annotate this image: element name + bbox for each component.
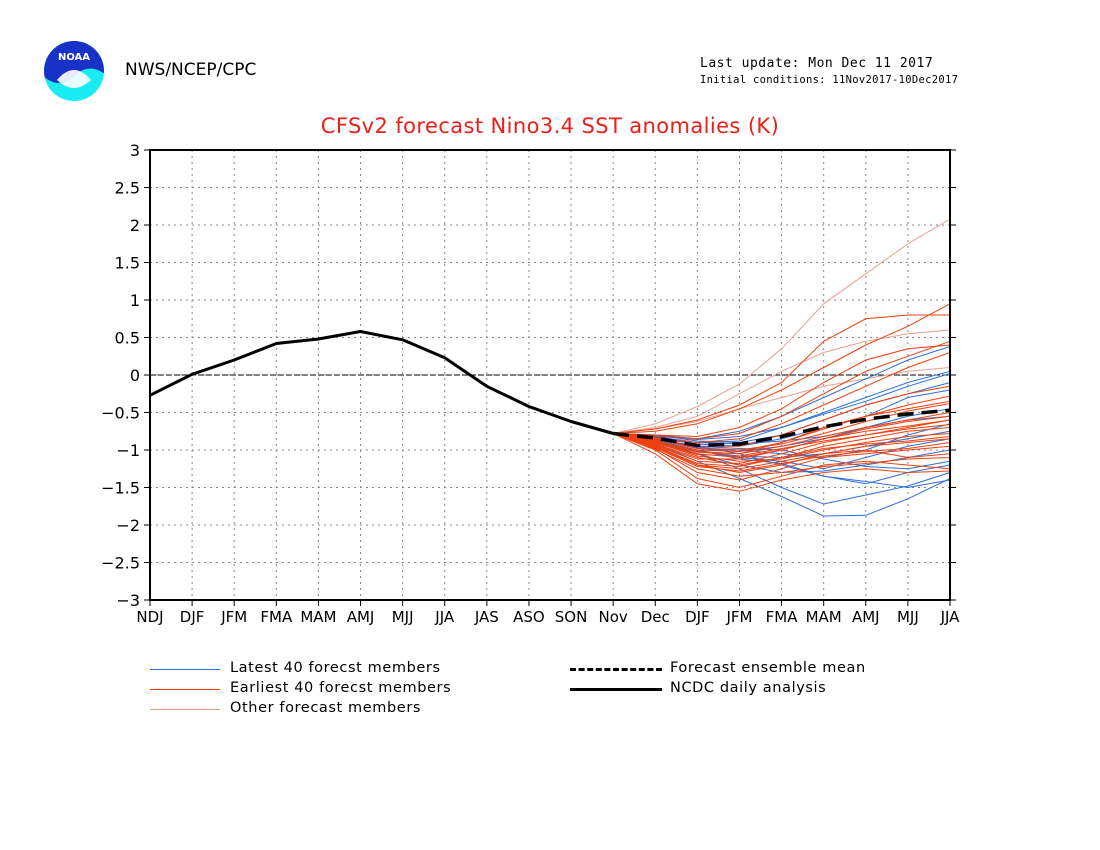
- logo-text: NOAA: [58, 52, 90, 63]
- x-tick-label: DJF: [685, 608, 710, 626]
- ensemble-member-line: [613, 433, 951, 472]
- ensemble-member-line: [613, 433, 951, 468]
- ensemble-member-line: [613, 344, 951, 438]
- x-tick-label: SON: [555, 608, 588, 626]
- y-tick-label: 1.5: [115, 254, 140, 273]
- legend-label-earliest: Earliest 40 forecst members: [230, 680, 452, 696]
- initial-conditions: Initial conditions: 11Nov2017-10Dec2017: [700, 74, 959, 86]
- x-tick-label: JJA: [434, 608, 455, 626]
- x-tick-label: DJF: [180, 608, 205, 626]
- ensemble-member-line: [613, 303, 951, 434]
- legend-label-latest: Latest 40 forecst members: [230, 660, 441, 676]
- ensemble-member-line: [613, 424, 951, 457]
- x-tick-label: JJA: [940, 608, 961, 626]
- x-tick-label: JAS: [474, 608, 499, 626]
- x-tick-label: AMJ: [347, 608, 375, 626]
- x-tick-label: NDJ: [136, 608, 163, 626]
- x-tick-label: FMA: [766, 608, 799, 626]
- y-tick-label: −3: [116, 591, 140, 610]
- y-tick-label: 3: [130, 141, 140, 160]
- x-tick-label: JFM: [220, 608, 247, 626]
- legend-swatch-earliest: [150, 689, 220, 690]
- x-tick-label: ASO: [513, 608, 545, 626]
- x-tick-label: JFM: [725, 608, 752, 626]
- legend-label-analysis: NCDC daily analysis: [670, 680, 827, 696]
- x-tick-label: MJJ: [897, 608, 919, 626]
- ensemble-member-line: [613, 412, 951, 455]
- x-tick-label: FMA: [260, 608, 293, 626]
- ensemble-member-line: [613, 419, 951, 460]
- y-tick-label: −2.5: [101, 554, 140, 573]
- noaa-logo-icon: NOAA: [44, 41, 104, 101]
- y-tick-label: −2: [116, 516, 140, 535]
- x-tick-label: MAM: [300, 608, 336, 626]
- ensemble-member-line: [613, 433, 951, 481]
- y-tick-label: −0.5: [101, 404, 140, 423]
- ensemble-member-line: [612, 433, 951, 492]
- ensemble-member-line: [613, 395, 951, 455]
- x-tick-label: MAM: [806, 608, 842, 626]
- ensemble-member-line: [613, 329, 951, 434]
- x-tick-label: MJJ: [392, 608, 414, 626]
- y-tick-label: 2: [130, 216, 140, 235]
- chart-title: CFSv2 forecast Nino3.4 SST anomalies (K): [320, 114, 780, 138]
- y-tick-label: 2.5: [115, 179, 140, 198]
- y-tick-label: 0: [130, 366, 140, 385]
- legend-swatch-analysis: [570, 688, 662, 691]
- x-tick-label: Nov: [599, 608, 628, 626]
- last-update: Last update: Mon Dec 11 2017: [700, 56, 934, 71]
- ensemble-member-line: [613, 433, 951, 470]
- legend-label-other: Other forecast members: [230, 700, 422, 716]
- legend-swatch-other: [150, 709, 220, 710]
- org-label: NWS/NCEP/CPC: [125, 60, 257, 80]
- x-tick-label: Dec: [641, 608, 670, 626]
- ncdc-analysis-line: [149, 330, 614, 435]
- ensemble-mean-line: [613, 408, 951, 448]
- ensemble-member-line: [613, 433, 951, 477]
- legend-label-mean: Forecast ensemble mean: [670, 660, 866, 676]
- legend-swatch-mean: [570, 668, 662, 671]
- plot-frame: [149, 149, 951, 601]
- legend-swatch-latest: [150, 669, 220, 670]
- x-tick-label: AMJ: [852, 608, 880, 626]
- ensemble-member-line: [613, 419, 951, 465]
- ensemble-member-line: [613, 340, 951, 440]
- y-tick-label: 1: [130, 291, 140, 310]
- ensemble-member-line: [613, 433, 951, 489]
- y-tick-label: −1.5: [101, 479, 140, 498]
- ensemble-member-line: [613, 218, 951, 434]
- y-tick-label: 0.5: [115, 329, 140, 348]
- y-tick-label: −1: [116, 441, 140, 460]
- ensemble-member-line: [613, 314, 950, 434]
